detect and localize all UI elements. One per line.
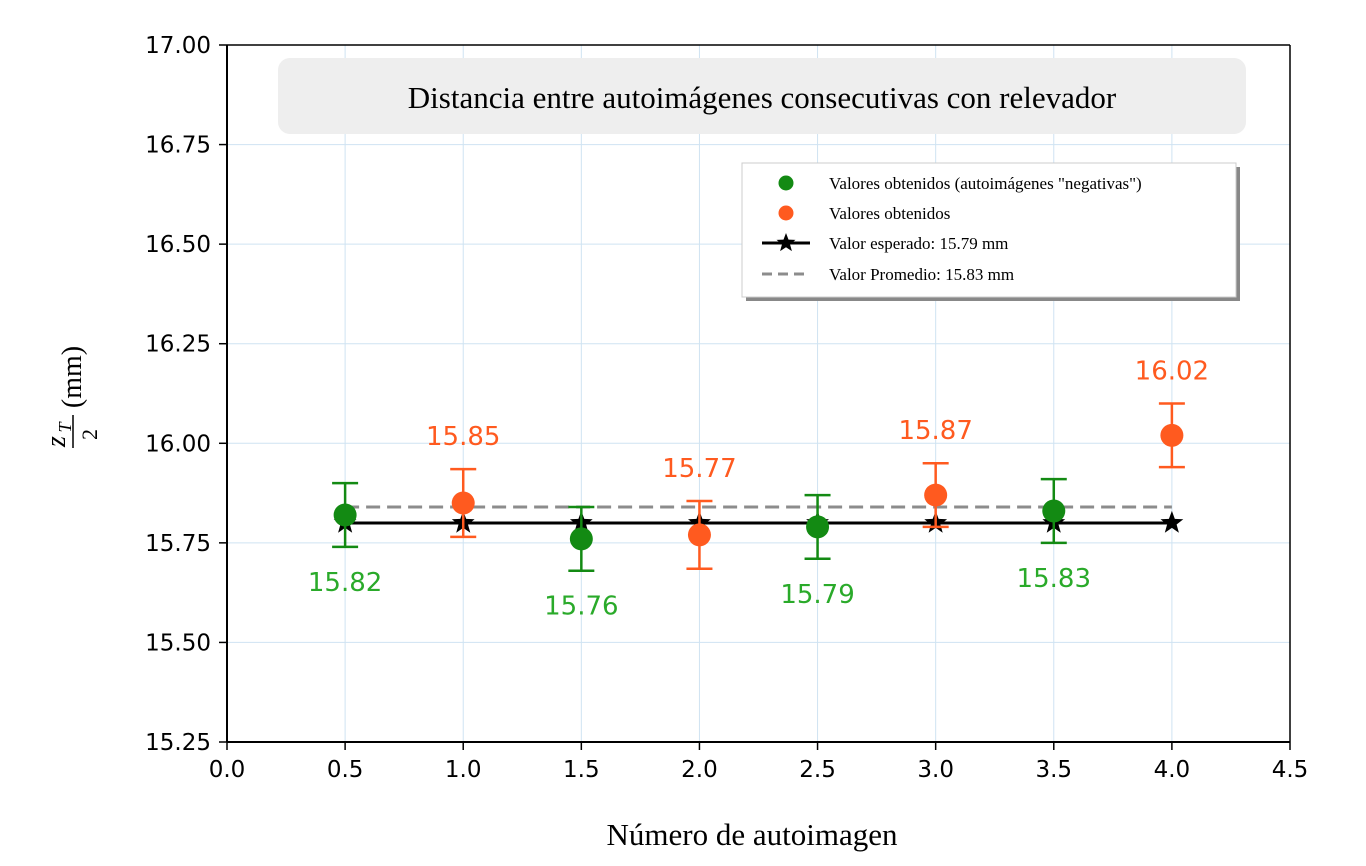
legend-label: Valores obtenidos [829, 204, 950, 223]
y-tick-label: 17.00 [145, 33, 211, 59]
x-tick-label: 4.5 [1272, 757, 1309, 783]
legend-star-esperado [776, 233, 796, 252]
data-point [451, 491, 475, 515]
y-tick-label: 15.75 [145, 531, 211, 557]
data-point [1160, 423, 1184, 447]
legend-label: Valores obtenidos (autoimágenes "negativ… [829, 174, 1142, 193]
x-axis-label: Número de autoimagen [607, 817, 898, 852]
x-tick-label: 2.5 [799, 757, 836, 783]
y-tick-label: 15.50 [145, 630, 211, 656]
data-label: 15.83 [1017, 564, 1091, 594]
data-label: 16.02 [1135, 356, 1209, 386]
y-tick-label: 16.75 [145, 133, 211, 159]
plot-frame [226, 44, 1291, 743]
legend-label: Valor Promedio: 15.83 mm [829, 265, 1014, 284]
legend-marker-negativas [778, 175, 794, 191]
data-point [569, 527, 593, 551]
data-label: 15.85 [426, 422, 500, 452]
y-label-denominator: 2 [77, 429, 102, 440]
legend-box [741, 162, 1237, 298]
data-label: 15.87 [898, 416, 972, 446]
y-label-numerator: z [41, 436, 72, 448]
data-point [687, 523, 711, 547]
data-label: 15.82 [308, 568, 382, 598]
expected-star-marker [1160, 510, 1184, 533]
data-point [333, 503, 357, 527]
y-axis-ticks: 15.25 15.50 15.75 16.00 16.25 16.50 16.75 17.00 [145, 33, 227, 756]
x-tick-label: 0.5 [327, 757, 364, 783]
data-point [1042, 499, 1066, 523]
legend-label: Valor esperado: 15.79 mm [829, 234, 1008, 253]
chart-marks: 15.82 15.76 15.79 15.83 15.85 15.77 15.87 16.02 [308, 356, 1209, 621]
x-tick-label: 2.0 [681, 757, 718, 783]
x-axis-ticks: 0.0 0.5 1.0 1.5 2.0 2.5 3.0 3.5 4.0 4.5 [209, 742, 1309, 783]
x-tick-label: 4.0 [1154, 757, 1191, 783]
y-tick-label: 16.50 [145, 232, 211, 258]
svg-text:z T 2 (mm): z T 2 (mm) [41, 346, 104, 448]
y-tick-label: 16.00 [145, 431, 211, 457]
x-tick-label: 3.0 [917, 757, 954, 783]
legend-marker-obtenidos [778, 205, 794, 221]
grid [226, 44, 1291, 743]
y-label-unit: (mm) [57, 346, 88, 408]
x-tick-label: 0.0 [209, 757, 246, 783]
data-label: 15.79 [780, 580, 854, 610]
y-tick-label: 16.25 [145, 332, 211, 358]
y-tick-label: 15.25 [145, 730, 211, 756]
title-box [278, 58, 1246, 134]
x-tick-label: 1.0 [445, 757, 482, 783]
y-axis-label: z T 2 (mm) [41, 346, 104, 448]
x-tick-label: 3.5 [1035, 757, 1072, 783]
data-point [806, 515, 830, 539]
legend: Valores obtenidos (autoimágenes "negativ… [741, 162, 1240, 301]
data-point [924, 483, 948, 507]
y-label-subscript: T [55, 421, 75, 433]
data-label: 15.77 [662, 454, 736, 484]
chart-title: Distancia entre autoimágenes consecutiva… [408, 80, 1117, 115]
data-label: 15.76 [544, 592, 618, 622]
x-tick-label: 1.5 [563, 757, 600, 783]
